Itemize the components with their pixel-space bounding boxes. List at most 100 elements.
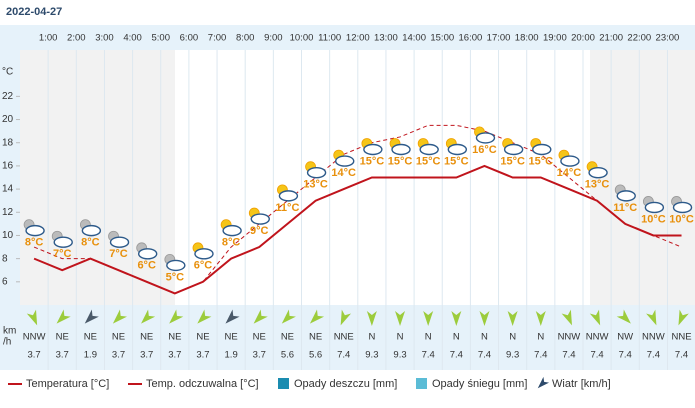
wind-arrow xyxy=(507,311,518,326)
wind-arrow xyxy=(479,311,490,326)
hour-label: 9:00 xyxy=(264,33,283,44)
temperature-label: 14°C xyxy=(557,167,582,179)
wind-arrow xyxy=(589,309,601,326)
cloud xyxy=(588,166,608,179)
wind-arrow xyxy=(169,309,184,324)
hour-label: 12:00 xyxy=(346,33,370,44)
hour-label: 22:00 xyxy=(627,33,651,44)
cloud xyxy=(250,213,270,225)
wind-speed: 1.9 xyxy=(84,350,97,361)
weather-icon xyxy=(642,196,665,214)
temperature-label: 16°C xyxy=(472,144,497,156)
hour-label: 13:00 xyxy=(374,33,398,44)
wind-direction: NE xyxy=(112,332,125,343)
temperature-label: 7°C xyxy=(109,248,128,260)
wind-speed: 3.7 xyxy=(56,350,69,361)
cloud xyxy=(335,155,355,167)
wind-speed: 5.6 xyxy=(309,350,322,361)
cloud xyxy=(222,224,242,237)
weather-icon xyxy=(530,138,552,156)
temperature-label: 7°C xyxy=(53,248,72,260)
wind-arrow xyxy=(197,309,212,324)
y-axis-column xyxy=(0,25,20,370)
wind-direction: NW xyxy=(617,332,633,343)
temperature-label: 15°C xyxy=(388,155,413,167)
hour-label: 20:00 xyxy=(571,33,595,44)
cloud xyxy=(25,224,45,237)
cloud xyxy=(532,143,552,156)
weather-icon xyxy=(558,149,580,167)
weather-icon xyxy=(79,219,102,237)
temperature-label: 11°C xyxy=(275,202,299,214)
wind-speed: 7.4 xyxy=(562,350,575,361)
wind-direction: N xyxy=(425,332,432,343)
temperature-label: 8°C xyxy=(81,237,100,249)
temperature-label: 15°C xyxy=(444,155,469,167)
wind-direction: N xyxy=(397,332,404,343)
legend-label: Temp. odczuwalna [°C] xyxy=(146,378,259,390)
y-tick-label: 12 xyxy=(2,207,14,218)
weather-icon xyxy=(389,138,411,156)
legend-swatch xyxy=(278,378,289,389)
temperature-label: 10°C xyxy=(641,213,666,225)
weather-icon xyxy=(277,184,299,202)
wind-direction: NE xyxy=(225,332,238,343)
cloud xyxy=(306,166,327,179)
weather-icon xyxy=(417,138,439,156)
hour-label: 23:00 xyxy=(656,33,680,44)
wind-direction: NE xyxy=(281,332,294,343)
legend-label: Wiatr [km/h] xyxy=(552,378,611,390)
wind-arrow xyxy=(84,309,99,324)
weather-icon xyxy=(248,207,270,225)
weather-icon xyxy=(614,184,636,202)
wind-arrow xyxy=(225,309,240,324)
wind-speed: 9.3 xyxy=(506,350,519,361)
wind-speed: 7.4 xyxy=(647,350,660,361)
weather-icon xyxy=(164,254,186,272)
wind-arrow xyxy=(423,311,434,326)
weather-icon xyxy=(361,138,383,156)
wind-speed: 3.7 xyxy=(253,350,266,361)
weather-icon xyxy=(586,161,608,179)
hour-label: 8:00 xyxy=(236,33,255,44)
wind-arrow xyxy=(112,309,128,324)
temperature-label: 15°C xyxy=(360,155,385,167)
wind-speed: 7.4 xyxy=(534,350,547,361)
temperature-label: 13°C xyxy=(303,179,328,191)
wind-unit: /h xyxy=(3,337,11,348)
y-tick-label: 8 xyxy=(2,253,8,264)
hour-label: 17:00 xyxy=(487,33,511,44)
wind-arrow xyxy=(561,309,572,326)
temperature-label: 14°C xyxy=(331,167,356,179)
hour-label: 15:00 xyxy=(430,33,454,44)
wind-direction: N xyxy=(368,332,375,343)
wind-arrow xyxy=(535,311,546,326)
wind-direction: NNW xyxy=(586,332,609,343)
weather-icon xyxy=(333,149,355,167)
wind-speed: 7.4 xyxy=(422,350,435,361)
hour-label: 5:00 xyxy=(152,33,171,44)
wind-speed: 5.6 xyxy=(281,350,294,361)
wind-arrow xyxy=(366,311,377,326)
wind-speed: 7.4 xyxy=(337,350,350,361)
temperature-label: 6°C xyxy=(137,260,156,272)
hour-label: 16:00 xyxy=(459,33,483,44)
temperature-label: 10°C xyxy=(669,213,694,225)
cloud xyxy=(137,248,158,260)
weather-icon xyxy=(502,138,524,156)
hour-label: 1:00 xyxy=(39,33,58,44)
wind-arrow xyxy=(56,309,71,324)
wind-direction: NNW xyxy=(558,332,581,343)
date-title: 2022-04-27 xyxy=(6,6,62,18)
wind-speed: 9.3 xyxy=(365,350,378,361)
y-tick-label: 14 xyxy=(2,184,14,195)
hour-header xyxy=(0,25,695,50)
temperature-label: 8°C xyxy=(222,237,241,249)
wind-arrow xyxy=(253,309,268,324)
wind-arrow xyxy=(616,309,631,324)
weather-icon xyxy=(23,219,45,237)
hour-label: 21:00 xyxy=(599,33,623,44)
hour-label: 11:00 xyxy=(318,33,341,44)
temperature-label: 9°C xyxy=(250,225,269,237)
